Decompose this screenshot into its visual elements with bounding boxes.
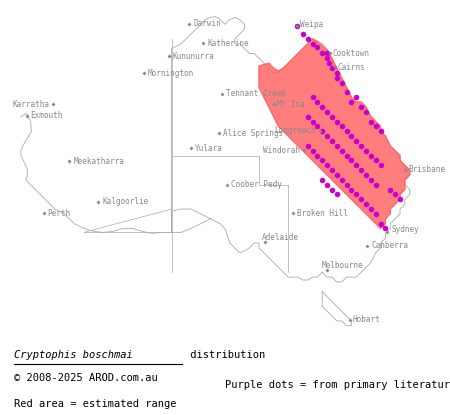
Text: Meekatharra: Meekatharra xyxy=(73,157,124,166)
Text: Exmouth: Exmouth xyxy=(31,112,63,120)
Text: Kununurra: Kununurra xyxy=(173,51,214,61)
Text: Brisbane: Brisbane xyxy=(408,165,445,174)
Text: Alice Springs: Alice Springs xyxy=(223,129,283,138)
Text: Kalgoorlie: Kalgoorlie xyxy=(102,197,148,206)
Text: Red area = estimated range: Red area = estimated range xyxy=(14,399,176,409)
Text: © 2008-2025 AROD.com.au: © 2008-2025 AROD.com.au xyxy=(14,373,157,383)
Text: Canberra: Canberra xyxy=(371,241,408,250)
Text: Sydney: Sydney xyxy=(392,225,419,234)
Text: Karratha: Karratha xyxy=(13,100,50,109)
Polygon shape xyxy=(21,17,410,282)
Text: Yulara: Yulara xyxy=(195,144,222,153)
Text: Broken Hill: Broken Hill xyxy=(297,209,347,218)
Text: Purple dots = from primary literature: Purple dots = from primary literature xyxy=(225,380,450,390)
Text: Katherine: Katherine xyxy=(207,39,249,48)
Text: Cooktown: Cooktown xyxy=(333,49,369,58)
Text: Cairns: Cairns xyxy=(338,63,365,72)
Text: Mt Isa: Mt Isa xyxy=(277,100,305,109)
Text: Windorah: Windorah xyxy=(263,146,301,154)
Text: Longreach: Longreach xyxy=(274,126,316,135)
Text: Melbourne: Melbourne xyxy=(322,261,364,270)
Text: Mornington: Mornington xyxy=(148,68,194,78)
Text: distribution: distribution xyxy=(184,350,266,360)
Text: Adelaide: Adelaide xyxy=(262,233,299,242)
Text: Cryptophis boschmai: Cryptophis boschmai xyxy=(14,350,132,360)
Polygon shape xyxy=(322,292,351,326)
Point xyxy=(11,362,16,367)
Text: Perth: Perth xyxy=(48,209,71,218)
Point xyxy=(180,362,185,367)
Text: Coober Pedy: Coober Pedy xyxy=(231,181,282,189)
Polygon shape xyxy=(259,39,410,229)
Text: Darwin: Darwin xyxy=(194,20,221,28)
Text: Tennant Creek: Tennant Creek xyxy=(226,89,286,98)
Text: Hobart: Hobart xyxy=(353,315,380,324)
Text: Weipa: Weipa xyxy=(300,20,323,29)
